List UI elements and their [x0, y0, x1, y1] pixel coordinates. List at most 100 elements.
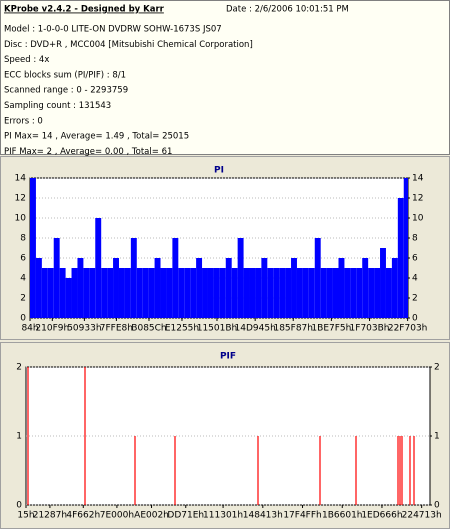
y-tick-label: 1: [16, 432, 22, 442]
bar: [413, 436, 415, 505]
info-line: Model : 1-0-0-0 LITE-ON DVDRW SOHW-1673S…: [4, 25, 222, 35]
bar: [225, 258, 232, 318]
x-tick-label: 21287h: [33, 511, 67, 521]
bar: [261, 258, 268, 318]
bar: [134, 436, 136, 505]
bar: [374, 268, 381, 318]
x-tick-label: 148413h: [243, 511, 283, 521]
bar: [285, 268, 292, 318]
bar: [401, 436, 403, 505]
bar: [196, 258, 203, 318]
bar: [326, 268, 333, 318]
bar: [279, 268, 286, 318]
bar: [213, 268, 220, 318]
x-tick-label: 1F703Bh: [350, 324, 390, 334]
info-line: Sampling count : 131543: [4, 101, 111, 111]
bar: [130, 238, 137, 318]
y2-tick-label: 2: [412, 294, 418, 304]
x-tick-label: 7FFE8h: [100, 324, 133, 334]
x-tick-label: 14D945h: [235, 324, 276, 334]
x-tick-label: 1B6601h: [322, 511, 363, 521]
x-tick-label: E1255h: [165, 324, 199, 334]
bar: [308, 268, 315, 318]
bar: [41, 268, 48, 318]
x-tick-label: 1ED666h: [361, 511, 402, 521]
bar: [273, 268, 280, 318]
y2-tick-label: 10: [412, 214, 424, 224]
bar: [113, 258, 119, 318]
bar: [350, 268, 357, 318]
bar: [397, 436, 399, 505]
x-tick-label: 15h: [17, 511, 34, 521]
bar: [397, 198, 404, 318]
bar: [190, 268, 197, 318]
bar: [136, 268, 143, 318]
x-tick-label: 210F9h: [35, 324, 69, 334]
bar: [166, 268, 173, 318]
bar: [89, 268, 96, 318]
y2-tick-label: 0: [412, 314, 418, 324]
bar: [142, 268, 149, 318]
bar: [118, 268, 125, 318]
bar: [95, 218, 102, 318]
bar: [65, 278, 72, 318]
y-tick-label: 0: [20, 314, 26, 324]
y2-tick-label: 1: [434, 432, 440, 442]
y-tick-label: 14: [15, 174, 27, 184]
info-line: Disc : DVD+R , MCC004 [Mitsubishi Chemic…: [4, 40, 253, 50]
x-tick-label: DD71Eh: [167, 511, 204, 521]
bar: [207, 268, 214, 318]
y2-tick-label: 14: [412, 174, 424, 184]
info-line: Scanned range : 0 - 2293759: [4, 86, 128, 96]
x-tick-label: 4F662h: [66, 511, 100, 521]
bar: [101, 268, 108, 318]
bar: [380, 248, 386, 318]
y-tick-label: 8: [20, 234, 26, 244]
bar: [83, 268, 90, 318]
bar: [47, 268, 54, 318]
bar: [344, 268, 351, 318]
info-box: [0, 0, 450, 155]
bar: [172, 238, 179, 318]
bar: [219, 268, 226, 318]
bar: [385, 268, 392, 318]
y-tick-label: 12: [15, 194, 26, 204]
x-tick-label: 84h: [21, 324, 38, 334]
y2-tick-label: 0: [434, 501, 440, 511]
x-tick-label: 185F87h: [273, 324, 313, 334]
bar: [231, 268, 238, 318]
bar: [255, 268, 262, 318]
bar: [399, 436, 401, 505]
y2-tick-label: 12: [412, 194, 423, 204]
bar: [338, 258, 345, 318]
bar: [27, 367, 29, 505]
info-line: ECC blocks sum (PI/PIF) : 8/1: [4, 70, 126, 80]
y-tick-label: 4: [20, 274, 26, 284]
bar: [257, 436, 259, 505]
x-tick-label: B085Ch: [131, 324, 166, 334]
bar: [267, 268, 274, 318]
y2-tick-label: 6: [412, 254, 418, 264]
bar: [202, 268, 208, 318]
y2-tick-label: 4: [412, 274, 418, 284]
x-tick-label: 11501Bh: [197, 324, 238, 334]
x-tick-label: 50933h: [67, 324, 101, 334]
bar: [124, 268, 131, 318]
x-tick-label: AE002h: [134, 511, 169, 521]
y2-tick-label: 2: [434, 363, 440, 373]
bar: [148, 268, 155, 318]
x-tick-label: 224713h: [402, 511, 442, 521]
bar: [332, 268, 339, 318]
info-line: Speed : 4x: [4, 55, 49, 65]
x-tick-label: 1BE7F5h: [311, 324, 351, 334]
bar: [71, 268, 78, 318]
info-line: PI Max= 14 , Average= 1.49 , Total= 2501…: [4, 132, 189, 142]
y-tick-label: 10: [15, 214, 27, 224]
bar: [160, 268, 167, 318]
y-tick-label: 0: [16, 501, 22, 511]
bar: [391, 258, 398, 318]
bar: [302, 268, 309, 318]
bar: [237, 238, 244, 318]
bar: [174, 436, 176, 505]
